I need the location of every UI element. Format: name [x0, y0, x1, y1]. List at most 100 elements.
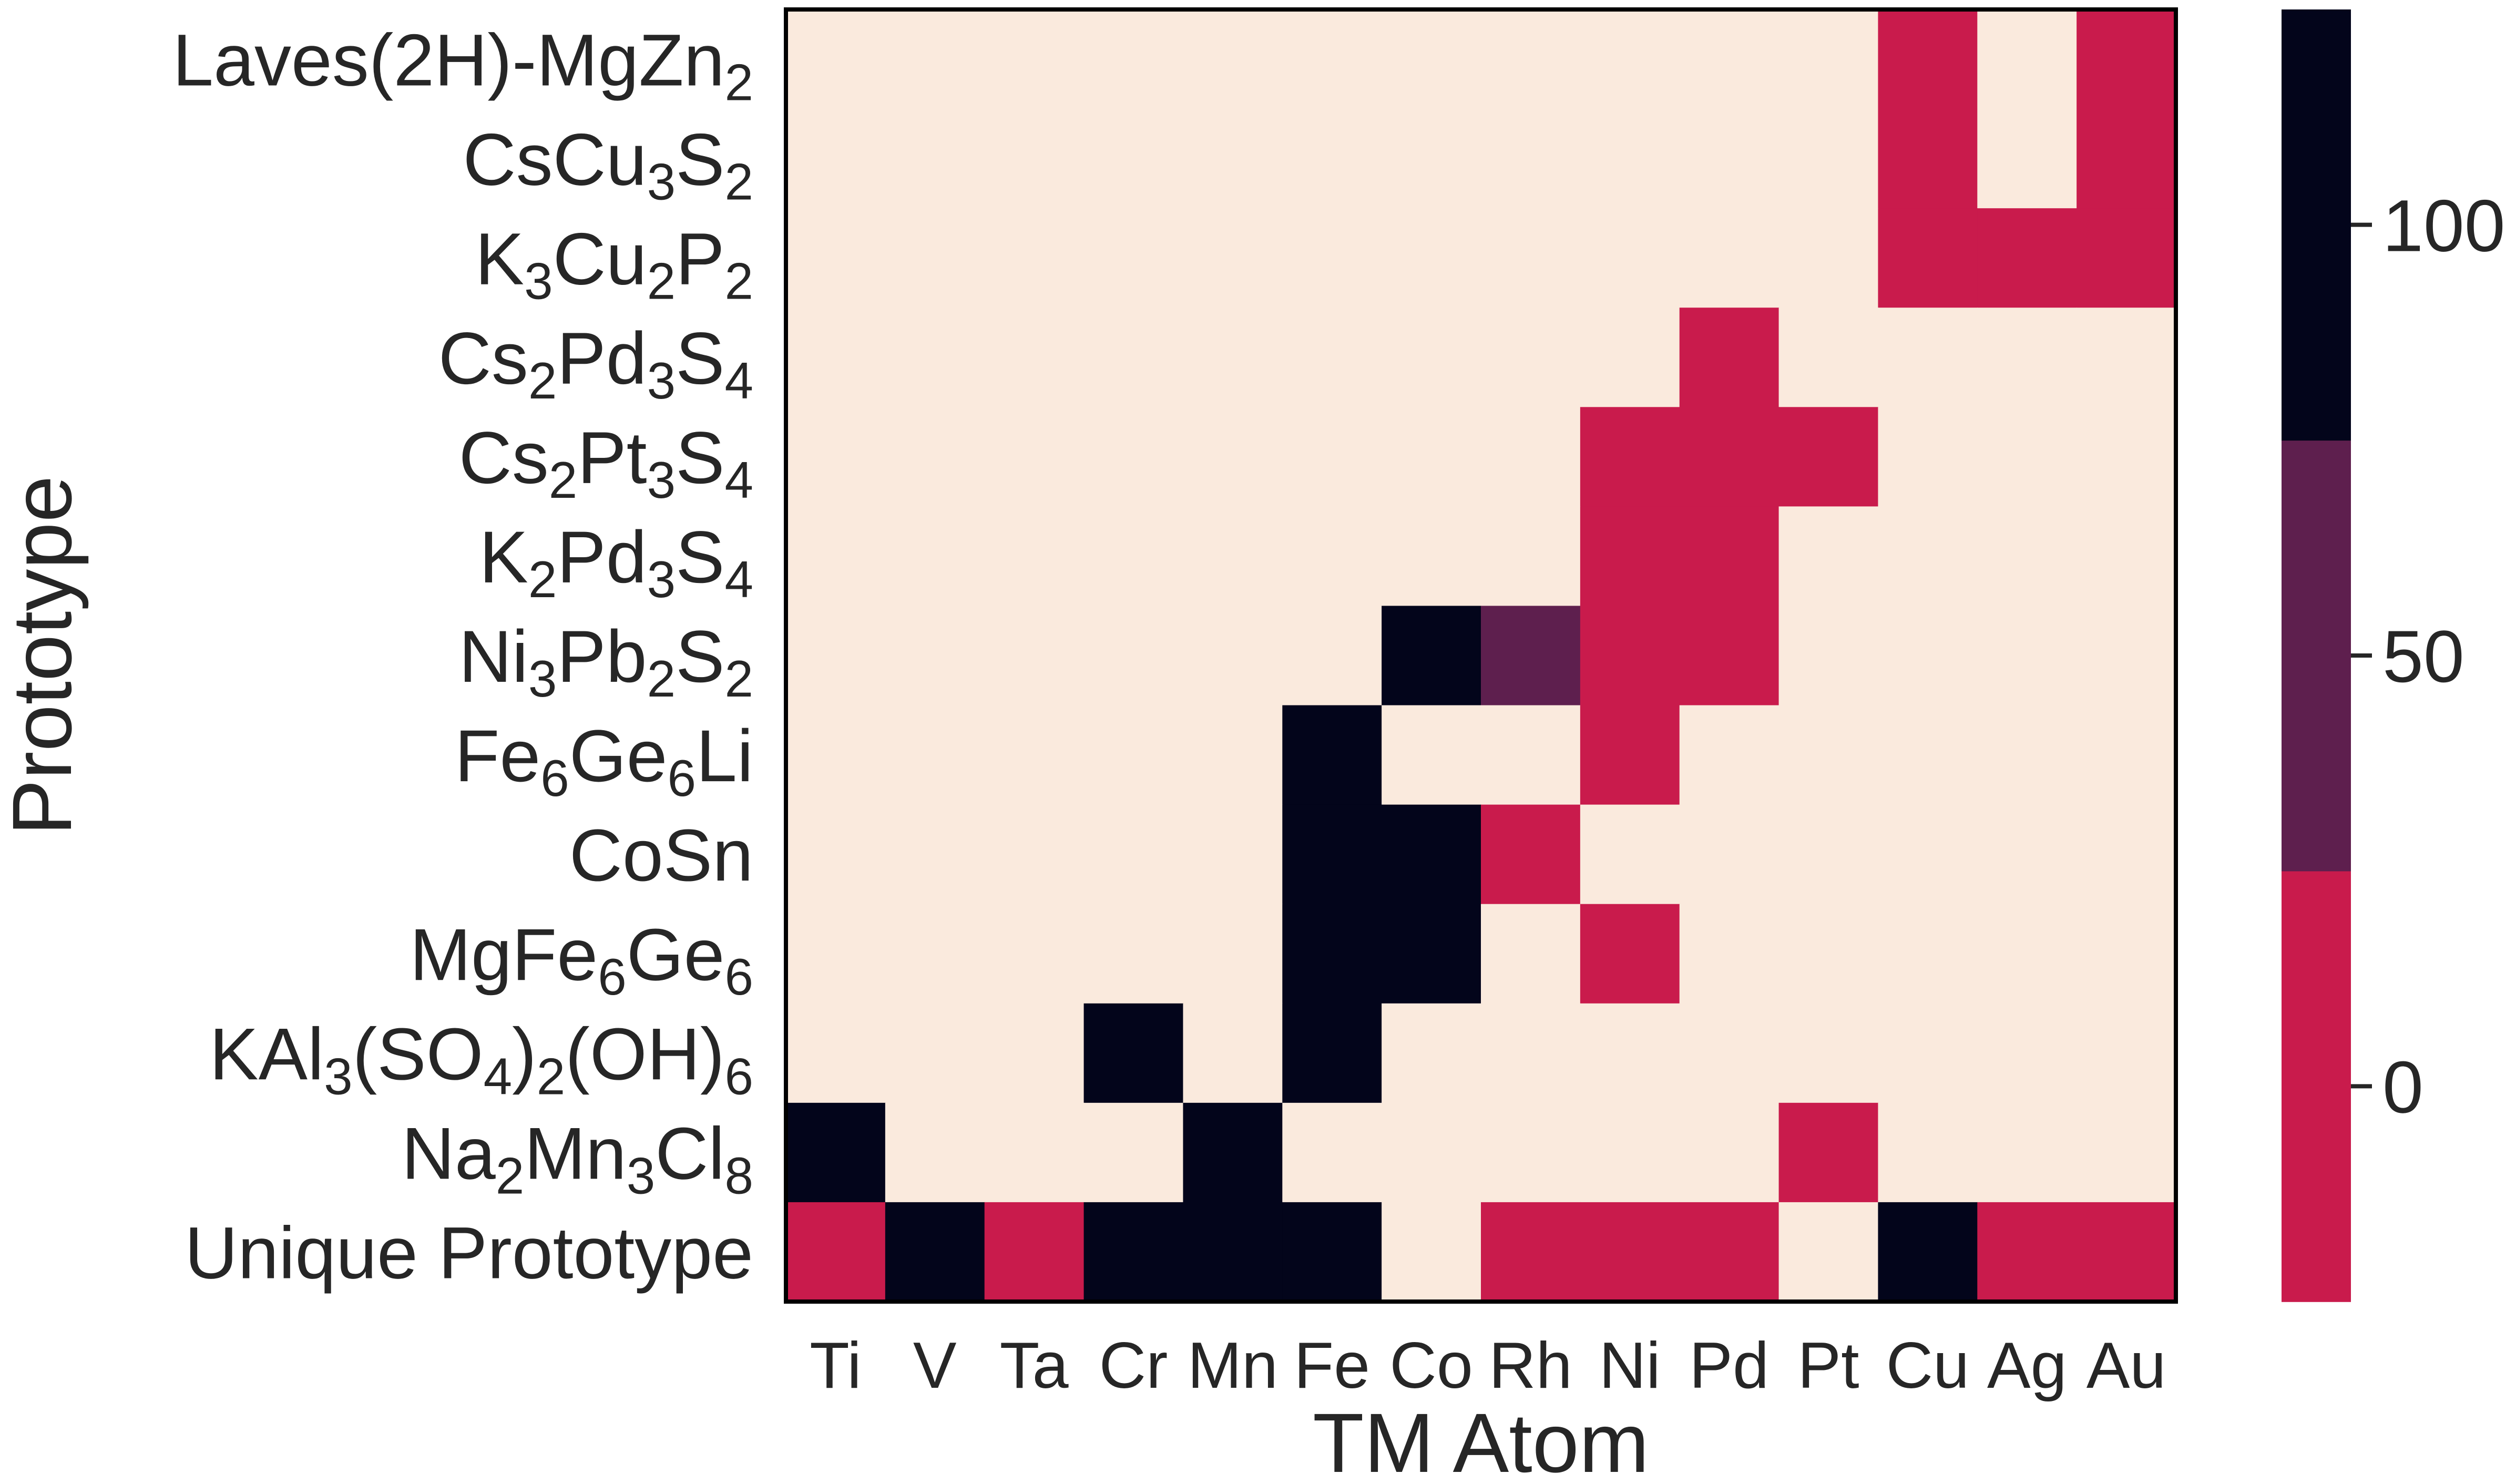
heatmap-cell — [1878, 109, 1978, 209]
x-tick-label: Mn — [1188, 1329, 1278, 1402]
heatmap-cell — [984, 804, 1085, 905]
heatmap-cell — [1183, 606, 1283, 706]
heatmap-cell — [984, 506, 1085, 607]
y-tick-label: Na2Mn3Cl8 — [402, 1112, 753, 1204]
heatmap-cell — [1382, 804, 1481, 905]
heatmap-cell — [2077, 109, 2176, 209]
heatmap-cell — [1679, 109, 1779, 209]
heatmap-cell — [1183, 109, 1283, 209]
heatmap-cell — [1083, 804, 1184, 905]
heatmap-cell — [1977, 606, 2077, 706]
heatmap-cell — [1282, 208, 1382, 309]
colorbar-tick-label: 100 — [2382, 185, 2505, 267]
heatmap-cell — [786, 1102, 886, 1203]
x-axis-label: TM Atom — [1313, 1396, 1649, 1484]
heatmap-cell — [1878, 506, 1978, 607]
heatmap-cell — [1481, 705, 1581, 805]
heatmap-cell — [1878, 308, 1978, 408]
heatmap-cell — [786, 705, 886, 805]
heatmap-cell — [1679, 705, 1779, 805]
heatmap-cell — [2077, 904, 2176, 1004]
heatmap-cell — [1282, 705, 1382, 805]
heatmap-cell — [1679, 208, 1779, 309]
heatmap-cell — [1977, 109, 2077, 209]
y-tick-label: KAl3(SO4)2(OH)6 — [209, 1012, 753, 1105]
heatmap-cell — [885, 109, 985, 209]
x-tick-labels: Ti V Ta Cr Mn Fe Co Rh Ni Pd Pt Cu Ag Au — [810, 1329, 2166, 1402]
heatmap-cell — [1580, 506, 1680, 607]
y-tick-label: K2Pd3S4 — [479, 516, 753, 608]
heatmap-cell — [1481, 506, 1581, 607]
heatmap-cell — [1083, 308, 1184, 408]
heatmap-cell — [1580, 109, 1680, 209]
heatmap-cell — [1282, 1102, 1382, 1203]
y-tick-label: CsCu3S2 — [463, 118, 754, 211]
heatmap-cell — [1878, 705, 1978, 805]
heatmap-cell — [1282, 804, 1382, 905]
heatmap-cell — [2077, 705, 2176, 805]
y-tick-label: Fe6Ge6Li — [455, 714, 753, 807]
heatmap-cell — [1382, 208, 1481, 309]
heatmap-cell — [1183, 1102, 1283, 1203]
heatmap-cell — [1977, 804, 2077, 905]
heatmap-cell — [1679, 1003, 1779, 1103]
y-tick-label: Cs2Pd3S4 — [438, 317, 753, 410]
y-tick-label: CoSn — [569, 814, 753, 896]
heatmap-cell — [1580, 1202, 1680, 1302]
x-tick-label: Fe — [1294, 1329, 1370, 1402]
heatmap-cell — [1878, 1102, 1978, 1203]
heatmap-cell — [1282, 506, 1382, 607]
heatmap-cell — [1580, 208, 1680, 309]
heatmap-cell — [1481, 904, 1581, 1004]
heatmap-cell — [1481, 606, 1581, 706]
heatmap-cell — [1083, 506, 1184, 607]
heatmap-cell — [2077, 804, 2176, 905]
heatmap-cell — [1878, 407, 1978, 507]
heatmap-cell — [1977, 1102, 2077, 1203]
heatmap-cell — [1580, 407, 1680, 507]
heatmap-cell — [1679, 804, 1779, 905]
heatmap-cell — [984, 606, 1085, 706]
heatmap-cell — [1183, 407, 1283, 507]
heatmap-cell — [984, 407, 1085, 507]
heatmap-cell — [1282, 1202, 1382, 1302]
heatmap-cell — [885, 208, 985, 309]
heatmap-cell — [1580, 705, 1680, 805]
x-tick-label: Pd — [1689, 1329, 1769, 1402]
heatmap-cell — [1580, 606, 1680, 706]
colorbar-band — [2282, 871, 2351, 1302]
heatmap-cell — [885, 308, 985, 408]
colorbar — [2282, 9, 2351, 1302]
y-tick-label: MgFe6Ge6 — [410, 913, 753, 1006]
y-tick-label: K3Cu2P2 — [475, 218, 753, 310]
heatmap-cell — [1679, 506, 1779, 607]
heatmap-cell — [1481, 407, 1581, 507]
heatmap-cell — [1282, 407, 1382, 507]
heatmap-cell — [2077, 606, 2176, 706]
heatmap-cell — [1382, 1202, 1481, 1302]
heatmap-cell — [1183, 506, 1283, 607]
heatmap-cell — [1183, 208, 1283, 309]
heatmap-cell — [984, 705, 1085, 805]
heatmap-cell — [1580, 1003, 1680, 1103]
x-tick-label: Ti — [810, 1329, 862, 1402]
heatmap-cell — [1083, 606, 1184, 706]
heatmap-cell — [885, 1202, 985, 1302]
heatmap-cell — [1679, 904, 1779, 1004]
heatmap-cell — [1580, 804, 1680, 905]
heatmap-cells — [786, 9, 2176, 1302]
heatmap-cell — [1481, 1003, 1581, 1103]
heatmap-cell — [1977, 506, 2077, 607]
heatmap-cell — [885, 1003, 985, 1103]
heatmap-cell — [1778, 308, 1879, 408]
heatmap-cell — [885, 606, 985, 706]
heatmap-cell — [1679, 9, 1779, 109]
heatmap-cell — [1183, 9, 1283, 109]
heatmap-cell — [786, 804, 886, 905]
heatmap-cell — [1382, 109, 1481, 209]
heatmap-cell — [1382, 1102, 1481, 1203]
heatmap-cell — [1382, 904, 1481, 1004]
heatmap-cell — [1878, 208, 1978, 309]
colorbar-band — [2282, 440, 2351, 872]
